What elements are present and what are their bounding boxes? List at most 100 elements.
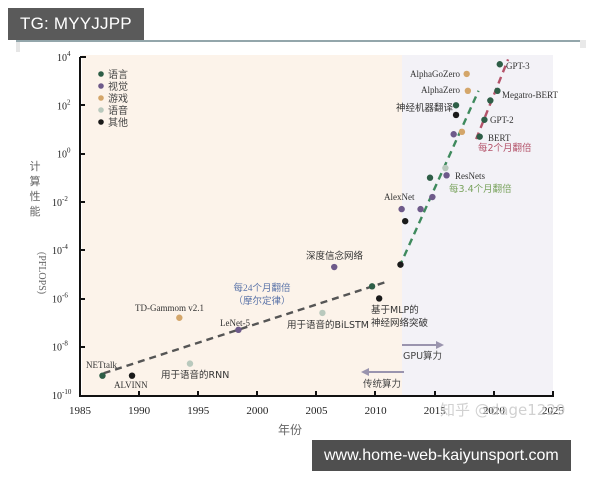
moore-annotation: 每24个月翻倍 （摩尔定律）: [233, 282, 291, 307]
x-tick-label: 1990: [128, 405, 151, 417]
data-point: [481, 116, 488, 123]
point-label: AlphaZero: [421, 85, 460, 95]
data-point: [397, 261, 404, 268]
legend-label: 语音: [108, 104, 128, 117]
y-axis: [79, 56, 86, 396]
top-divider: [16, 40, 582, 42]
data-point: [235, 326, 242, 334]
svg-text:计: 计: [30, 160, 41, 173]
y-tick-labels: 104 102 100 10-2 10-4 10-6 10-8 10-10: [52, 50, 72, 402]
data-points: NETtalk ALVINN 用于语音的RNN TD-Gammom v2.1 LeNet…: [86, 61, 558, 390]
trend-line: [103, 280, 388, 375]
data-point: [401, 217, 409, 225]
x-tick-label: 1985: [69, 405, 92, 417]
divider-shadow: [16, 42, 20, 52]
data-point: [443, 172, 450, 179]
legend-label: 游戏: [108, 92, 128, 105]
y-tick-label: 10-2: [52, 195, 68, 209]
data-point: [128, 372, 136, 379]
data-point: [368, 283, 376, 290]
point-label: AlexNet: [384, 192, 415, 202]
svg-text:GPU算力: GPU算力: [403, 350, 442, 362]
point-label: 用于语音的BiLSTM: [287, 319, 369, 331]
y-tick-label: 104: [57, 50, 71, 64]
y-tick-label: 100: [57, 147, 71, 161]
y-tick-label: 10-6: [52, 291, 68, 305]
svg-text:算: 算: [30, 174, 41, 188]
point-label: Megatro-BERT: [502, 90, 558, 100]
legend-label: 视觉: [108, 80, 128, 93]
data-point: [464, 87, 472, 95]
point-label: 基于MLP的: [371, 304, 419, 316]
legend-marker: [98, 107, 104, 113]
data-point: [496, 61, 503, 68]
data-point: [319, 309, 326, 317]
x-tick-label: 2025: [542, 405, 565, 417]
y-tick-label: 10-4: [52, 243, 68, 257]
svg-text:(PFLOPS): (PFLOPS): [36, 252, 47, 294]
legend-marker: [98, 71, 104, 77]
tg-badge: TG: MYYJJPP: [8, 8, 144, 40]
traditional-compute-arrow: 传统算力: [361, 368, 404, 390]
x-axis-title: 年份: [278, 423, 302, 437]
svg-text:每24个月翻倍: 每24个月翻倍: [233, 282, 291, 294]
data-point: [176, 314, 183, 321]
point-label: GPT-2: [490, 115, 514, 125]
y-tick-label: 10-10: [52, 388, 72, 402]
point-label: BERT: [488, 133, 511, 143]
zhihu-watermark: 知乎 @dage1229: [440, 401, 565, 419]
data-point: [398, 205, 405, 213]
x-tick-label: 2010: [365, 405, 388, 417]
divider-cap: [580, 40, 586, 48]
2-month-annotation: 每2个月翻倍: [478, 142, 532, 154]
x-tick-labels: 1985 1990 1995 2000 2005 2010 2015 2020 2025: [69, 405, 565, 417]
data-point: [476, 133, 483, 140]
svg-text:（摩尔定律）: （摩尔定律）: [233, 295, 290, 307]
traditional-compute-region: [82, 55, 402, 395]
legend-marker: [98, 95, 104, 101]
x-tick-label: 2020: [483, 405, 506, 417]
data-point: [452, 111, 460, 119]
data-point: [375, 295, 383, 302]
data-point: [331, 263, 338, 271]
x-tick-label: 2015: [424, 405, 447, 417]
x-axis: [79, 391, 554, 397]
data-point: [429, 193, 436, 201]
legend-label: 语言: [108, 68, 128, 81]
legend-marker: [98, 119, 104, 125]
data-point: [450, 131, 457, 138]
point-label: 深度信念网络: [306, 250, 364, 262]
data-point: [442, 164, 449, 172]
data-point: [426, 174, 434, 181]
svg-text:性: 性: [30, 189, 41, 203]
x-tick-label: 2000: [246, 405, 269, 417]
data-point: [494, 87, 501, 95]
point-label: ResNets: [455, 171, 485, 181]
gpu-compute-arrow: GPU算力: [402, 341, 444, 362]
x-tick-label: 1995: [187, 405, 210, 417]
legend-marker: [98, 83, 104, 89]
url-badge: www.home-web-kaiyunsport.com: [312, 440, 571, 471]
data-point: [99, 372, 106, 379]
point-label: 用于语音的RNN: [161, 369, 229, 381]
data-point: [186, 360, 194, 367]
data-point: [463, 70, 470, 78]
point-label: 神经机器翻译: [396, 102, 454, 114]
gpu-compute-region: [402, 55, 553, 395]
legend-label: 其他: [108, 116, 128, 129]
trend-line: [398, 90, 480, 268]
point-label: LeNet-5: [220, 318, 250, 328]
point-label: NETtalk: [86, 360, 117, 370]
3-4-month-annotation: 每3.4个月翻倍: [449, 183, 512, 195]
point-label: ALVINN: [114, 380, 148, 390]
data-point: [458, 128, 466, 136]
data-point: [487, 97, 494, 104]
point-label: AlphaGoZero: [410, 69, 460, 79]
point-label: GPT-3: [506, 61, 530, 71]
svg-text:传统算力: 传统算力: [363, 378, 401, 390]
y-tick-label: 102: [57, 98, 71, 112]
svg-text:能: 能: [30, 204, 41, 218]
